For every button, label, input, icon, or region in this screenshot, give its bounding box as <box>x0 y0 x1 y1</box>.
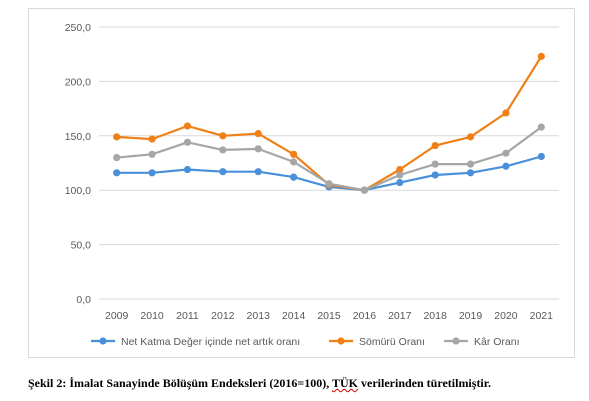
legend: Net Katma Değer içinde net artık oranı Sö… <box>91 336 520 348</box>
data-point <box>290 158 298 166</box>
legend-entry: Kâr Oranı <box>444 336 520 348</box>
data-point <box>113 153 121 162</box>
x-tick-label: 2016 <box>353 310 377 322</box>
data-point <box>183 138 192 146</box>
legend-marker <box>337 337 345 345</box>
data-point <box>254 168 262 176</box>
data-point <box>431 160 439 168</box>
caption-suffix: verilerinden türetilmiştir. <box>358 376 491 390</box>
data-point <box>537 52 545 60</box>
data-point <box>466 133 475 141</box>
data-point <box>148 150 156 158</box>
data-point <box>396 165 404 174</box>
data-point <box>466 169 475 177</box>
y-axis-ticks: 0,0 50,0 100,0 150,0 200,0 250,0 <box>65 22 91 306</box>
data-point <box>183 165 192 174</box>
legend-entry: Sömürü Oranı <box>329 336 425 348</box>
legend-marker <box>99 337 107 345</box>
data-point <box>113 133 121 141</box>
data-point <box>219 146 227 154</box>
x-tick-label: 2009 <box>105 310 129 322</box>
data-point <box>183 122 192 130</box>
x-tick-label: 2017 <box>388 310 412 322</box>
data-point <box>431 141 439 150</box>
series-2 <box>113 52 545 194</box>
x-tick-label: 2011 <box>176 310 199 322</box>
data-point <box>502 109 510 117</box>
data-point <box>325 180 333 188</box>
chart-frame: 0,0 50,0 100,0 150,0 200,0 250,0 2009 2010 2011… <box>28 8 575 358</box>
legend-entry: Net Katma Değer içinde net artık oranı <box>91 336 300 348</box>
line-chart: 0,0 50,0 100,0 150,0 200,0 250,0 2009 2010 2011… <box>65 22 559 348</box>
x-tick-label: 2019 <box>459 310 483 322</box>
y-tick-label: 200,0 <box>65 76 91 88</box>
data-point <box>254 130 262 138</box>
data-point <box>502 162 510 170</box>
legend-label: Kâr Oranı <box>474 336 520 348</box>
legend-label: Sömürü Oranı <box>359 336 425 348</box>
caption-prefix: Şekil 2: İmalat Sanayinde Bölüşüm Endeks… <box>28 376 332 390</box>
y-tick-label: 0,0 <box>76 294 91 306</box>
x-tick-label: 2014 <box>282 310 306 322</box>
data-point <box>466 160 475 168</box>
data-point <box>113 169 121 177</box>
y-tick-label: 150,0 <box>65 131 91 143</box>
data-point <box>254 145 262 153</box>
data-point <box>290 150 298 158</box>
gridlines <box>99 26 559 300</box>
x-tick-label: 2018 <box>423 310 447 322</box>
data-point <box>537 152 545 161</box>
x-tick-label: 2012 <box>211 310 235 322</box>
data-point <box>502 149 510 157</box>
x-axis-ticks: 2009 2010 2011 2012 2013 2014 2015 2016 2017 2018… <box>105 310 553 322</box>
data-point <box>148 169 156 177</box>
x-tick-label: 2020 <box>494 310 518 322</box>
caption-squiggle-word: TÜK <box>332 376 359 390</box>
data-point <box>290 173 298 181</box>
x-tick-label: 2015 <box>317 310 341 322</box>
x-tick-label: 2021 <box>530 310 554 322</box>
x-tick-label: 2013 <box>247 310 271 322</box>
x-tick-label: 2010 <box>140 310 164 322</box>
legend-label: Net Katma Değer içinde net artık oranı <box>121 336 300 348</box>
data-point <box>148 135 156 143</box>
series-lines <box>113 52 545 194</box>
series-3 <box>113 123 545 194</box>
data-point <box>219 132 227 140</box>
data-point <box>360 186 368 194</box>
y-tick-label: 250,0 <box>65 22 91 34</box>
y-tick-label: 100,0 <box>65 185 91 197</box>
legend-marker <box>452 337 460 345</box>
data-point <box>431 171 439 179</box>
figure-caption: Şekil 2: İmalat Sanayinde Bölüşüm Endeks… <box>28 376 491 391</box>
data-point <box>396 178 404 187</box>
y-tick-label: 50,0 <box>71 240 92 252</box>
data-point <box>219 168 227 176</box>
data-point <box>396 171 404 179</box>
data-point <box>537 123 545 131</box>
